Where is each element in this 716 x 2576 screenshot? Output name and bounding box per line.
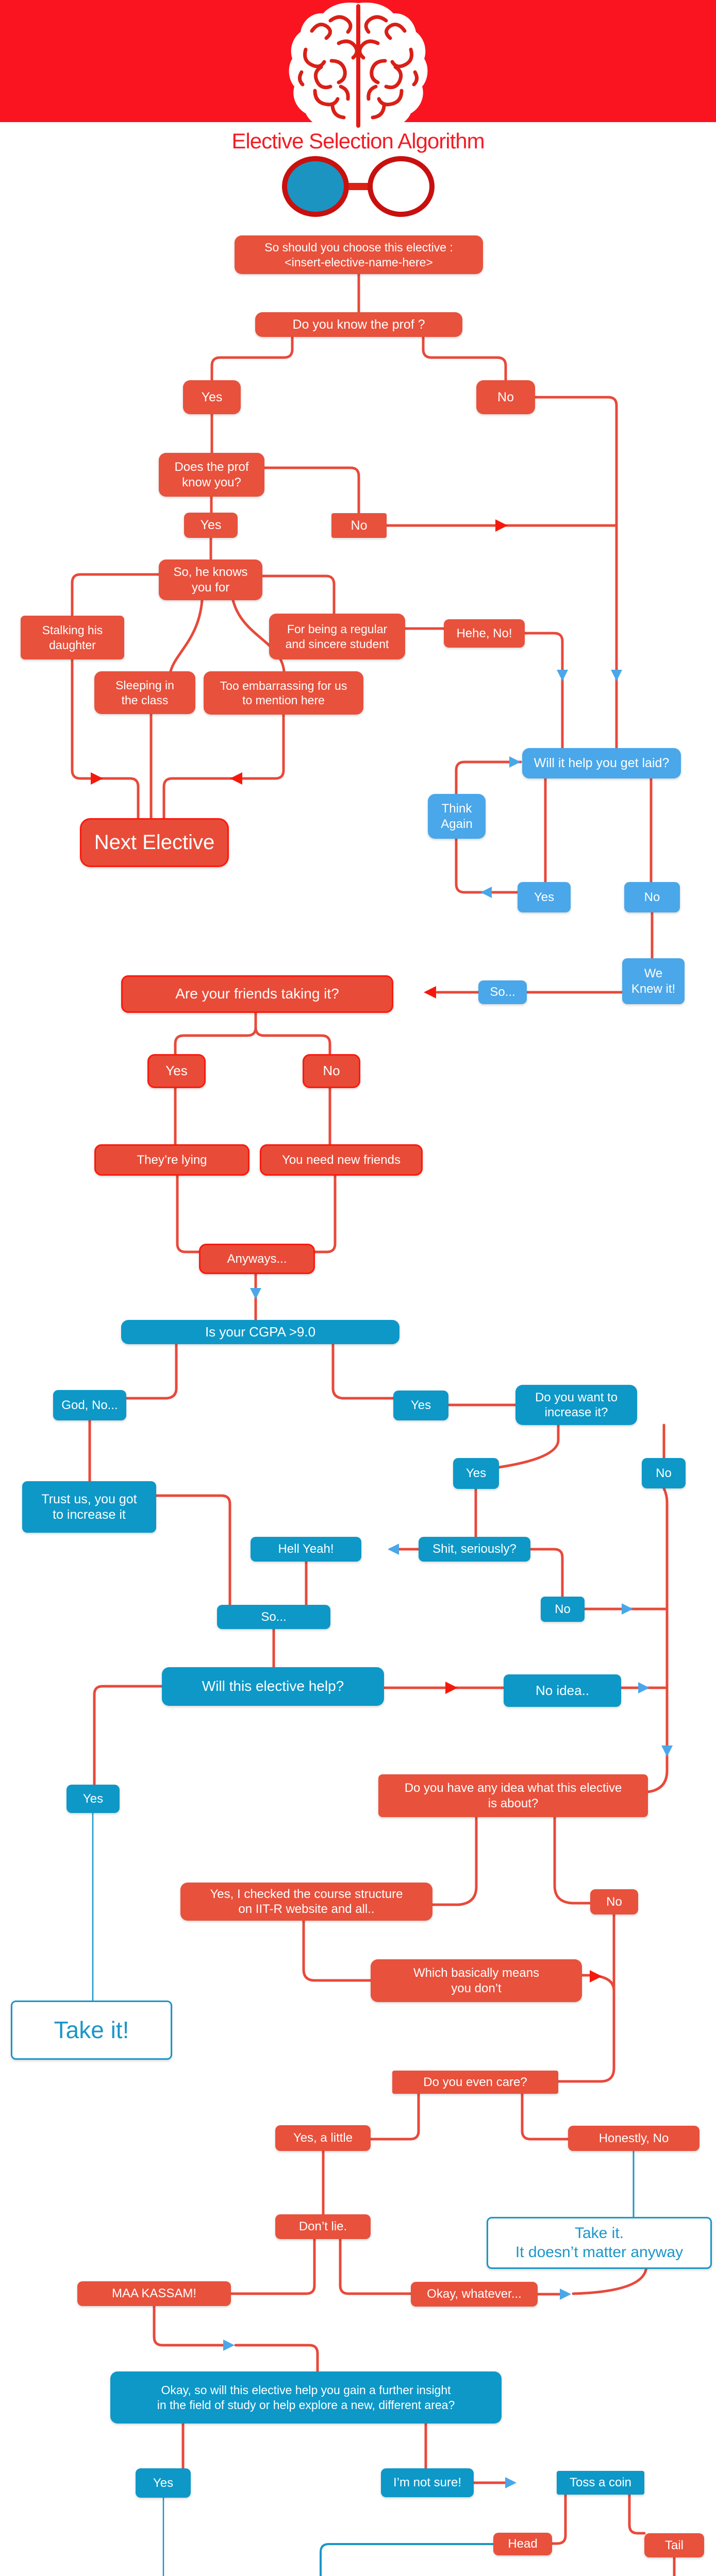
node-checked-website: Yes, I checked the course structure on I… xyxy=(180,1883,432,1921)
node-yes-increase: Yes xyxy=(453,1458,499,1489)
node-head: Head xyxy=(493,2533,552,2555)
node-yes-a-little: Yes, a little xyxy=(275,2125,371,2151)
node-sleeping-class: Sleeping in the class xyxy=(94,671,195,714)
node-start: So should you choose this elective : <in… xyxy=(235,235,483,274)
node-no-prof-knows: No xyxy=(331,513,387,538)
node-toss-coin: Toss a coin xyxy=(557,2471,644,2495)
node-yes-laid: Yes xyxy=(518,882,571,912)
node-yes-know-prof: Yes xyxy=(183,380,241,414)
node-no-laid: No xyxy=(624,882,680,912)
node-theyre-lying: They’re lying xyxy=(94,1144,249,1176)
node-yes-prof-knows: Yes xyxy=(184,513,238,538)
node-next-elective-top: Next Elective xyxy=(80,818,229,867)
node-we-knew-it: We Knew it! xyxy=(622,958,685,1004)
node-so-1: So... xyxy=(478,980,527,1004)
node-hell-yeah: Hell Yeah! xyxy=(251,1537,361,1562)
node-want-increase: Do you want to increase it? xyxy=(515,1385,637,1425)
node-regular-student: For being a regular and sincere student xyxy=(269,614,405,659)
brain-icon xyxy=(289,2,428,132)
red-arrowheads xyxy=(91,519,602,1982)
node-prof-know-you: Does the prof know you? xyxy=(159,453,264,497)
node-will-help: Will this elective help? xyxy=(162,1667,384,1706)
node-know-prof: Do you know the prof ? xyxy=(255,312,462,337)
node-get-laid: Will it help you get laid? xyxy=(522,748,681,778)
glasses-icon xyxy=(282,156,435,217)
node-yes-final: Yes xyxy=(136,2468,191,2498)
node-honestly-no: Honestly, No xyxy=(568,2126,700,2151)
node-knows-you-for: So, he knows you for xyxy=(159,560,262,600)
node-no-know-prof: No xyxy=(476,380,535,414)
node-no-friends: No xyxy=(303,1054,360,1088)
node-no-idea: No idea.. xyxy=(504,1674,621,1707)
node-so-2: So... xyxy=(217,1605,330,1629)
node-god-no: God, No... xyxy=(53,1390,126,1420)
node-trust-us: Trust us, you got to increase it xyxy=(22,1481,156,1533)
node-tail: Tail xyxy=(644,2533,704,2557)
node-anyways: Anyways... xyxy=(199,1244,315,1274)
node-yes-cgpa: Yes xyxy=(393,1391,448,1420)
node-stalking-daughter: Stalking his daughter xyxy=(21,616,124,659)
node-no-increase: No xyxy=(642,1458,686,1488)
blue-arrowheads xyxy=(223,670,673,2488)
node-okay-whatever: Okay, whatever... xyxy=(411,2282,538,2307)
page-title: Elective Selection Algorithm xyxy=(231,129,485,153)
node-think-again: Think Again xyxy=(428,794,486,839)
node-big-question: Okay, so will this elective help you gai… xyxy=(110,2371,502,2424)
node-cgpa: Is your CGPA >9.0 xyxy=(121,1320,399,1344)
node-take-it-matter: Take it. It doesn’t matter anyway xyxy=(487,2217,712,2269)
node-any-idea: Do you have any idea what this elective … xyxy=(378,1774,648,1817)
node-yes-help: Yes xyxy=(66,1785,120,1813)
node-shit-seriously: Shit, seriously? xyxy=(419,1537,530,1562)
node-no-checked: No xyxy=(590,1889,638,1914)
node-too-embarrassing: Too embarrassing for us to mention here xyxy=(204,671,363,715)
node-even-care: Do you even care? xyxy=(392,2071,558,2094)
node-maa-kassam: MAA KASSAM! xyxy=(77,2281,231,2306)
node-no-shit: No xyxy=(541,1597,585,1622)
node-hehe-no: Hehe, No! xyxy=(444,619,525,648)
node-friends-taking: Are your friends taking it? xyxy=(121,975,393,1013)
node-take-it-mid: Take it! xyxy=(11,2001,172,2060)
node-dont-lie: Don’t lie. xyxy=(275,2214,371,2239)
node-basically-means: Which basically means you don’t xyxy=(371,1959,582,2002)
node-need-new-friends: You need new friends xyxy=(260,1144,423,1176)
node-yes-friends: Yes xyxy=(147,1054,206,1088)
node-not-sure: I’m not sure! xyxy=(381,2468,474,2497)
